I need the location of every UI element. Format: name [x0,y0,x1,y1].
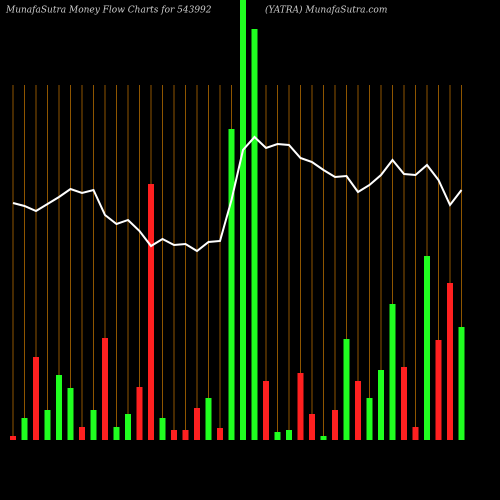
bar [79,427,85,440]
bar [435,340,442,440]
bar [228,129,235,440]
bar [171,430,177,440]
bar [378,370,384,440]
bar [102,338,108,440]
line [12,135,463,253]
bar [205,398,212,440]
bar [56,375,62,440]
bar [136,387,143,440]
bar [21,418,28,440]
bar [343,339,350,440]
bar [67,388,74,440]
bar [148,184,154,440]
bar [182,430,189,440]
bar [332,410,338,440]
bar [33,357,39,440]
bar [251,29,258,440]
bar [194,408,200,440]
chart-subtitle: (YATRA) MunafaSutra.com [265,5,387,16]
bar [125,414,131,440]
bar [113,427,120,440]
bar [458,327,465,440]
chart-title: MunafaSutra Money Flow Charts for 543992 [5,6,212,16]
bar [424,256,430,440]
bar [355,381,361,440]
bar [159,418,166,440]
bar [286,430,292,440]
bar [263,381,269,440]
bar [309,414,315,440]
bar [389,304,396,440]
bar [412,427,419,440]
bar [320,436,327,440]
bar [10,436,16,440]
bar [297,373,304,440]
bar [240,0,246,440]
bar [401,367,407,440]
bar [217,428,223,440]
bar [90,410,97,440]
bar [366,398,373,440]
bar [274,432,281,440]
bar [44,410,51,440]
bar [447,283,453,440]
